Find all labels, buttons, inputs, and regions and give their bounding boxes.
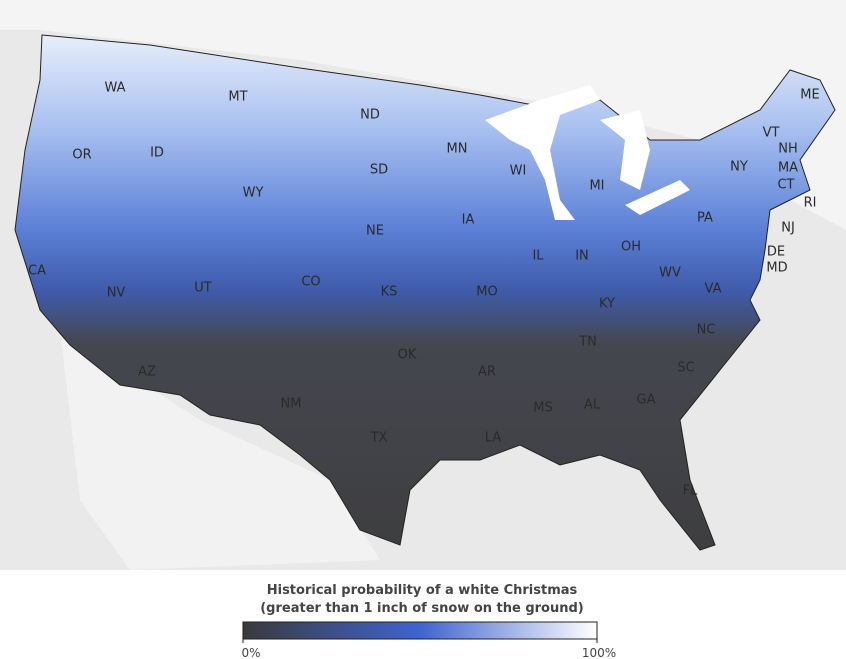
state-label: MT — [228, 90, 247, 105]
state-label: RI — [804, 196, 817, 211]
state-label: UT — [194, 281, 212, 296]
state-label: MA — [778, 161, 798, 176]
state-label: NJ — [781, 221, 795, 236]
state-label: VA — [705, 282, 722, 297]
state-label: MI — [589, 179, 604, 194]
state-label: WV — [659, 266, 681, 281]
state-label: WA — [104, 81, 125, 96]
state-label: NY — [730, 160, 748, 175]
state-label: KY — [599, 297, 615, 312]
state-label: TX — [370, 431, 388, 446]
color-bar — [242, 621, 598, 640]
state-label: MD — [766, 261, 787, 276]
lake — [485, 85, 600, 220]
state-label: NE — [366, 224, 384, 239]
state-label: CT — [777, 178, 794, 193]
state-label: NH — [778, 142, 798, 157]
state-label: NM — [281, 397, 302, 412]
state-label: NV — [107, 286, 126, 301]
state-label: MN — [447, 142, 468, 157]
state-label: WI — [510, 164, 527, 179]
legend-title: Historical probability of a white Christ… — [267, 583, 578, 598]
state-label: AZ — [138, 365, 156, 380]
lake — [600, 110, 650, 190]
state-label: ID — [150, 146, 164, 161]
state-label: SD — [370, 163, 388, 178]
canada — [0, 0, 846, 230]
legend-tick-label: 100% — [582, 646, 616, 659]
state-label: LA — [485, 431, 502, 446]
state-label: CA — [28, 264, 46, 279]
state-label: MO — [476, 285, 497, 300]
state-label: IN — [575, 249, 589, 264]
state-label: OH — [621, 240, 641, 255]
state-label: DE — [767, 245, 785, 260]
state-label: AL — [584, 398, 601, 413]
state-label: TN — [578, 335, 597, 350]
state-label: IA — [462, 213, 475, 228]
state-label: PA — [697, 211, 713, 226]
state-label: AR — [478, 365, 496, 380]
state-label: OR — [72, 148, 91, 163]
mexico — [60, 330, 380, 570]
state-label: VT — [763, 126, 780, 141]
legend-subtitle: (greater than 1 inch of snow on the grou… — [260, 601, 584, 616]
legend-area — [0, 570, 846, 659]
state-label: KS — [381, 285, 398, 300]
state-label: IL — [532, 249, 544, 264]
state-label: CO — [301, 275, 320, 290]
state-label: GA — [637, 393, 656, 408]
state-label: FL — [683, 484, 698, 499]
state-label: MS — [533, 401, 552, 416]
state-label: ND — [360, 108, 380, 123]
legend-tick-label: 0% — [241, 646, 260, 659]
state-label: OK — [398, 348, 417, 363]
state-label: NC — [697, 323, 716, 338]
state-label: WY — [243, 186, 264, 201]
state-label: SC — [677, 361, 694, 376]
state-label: ME — [800, 88, 819, 103]
lake — [625, 180, 690, 215]
